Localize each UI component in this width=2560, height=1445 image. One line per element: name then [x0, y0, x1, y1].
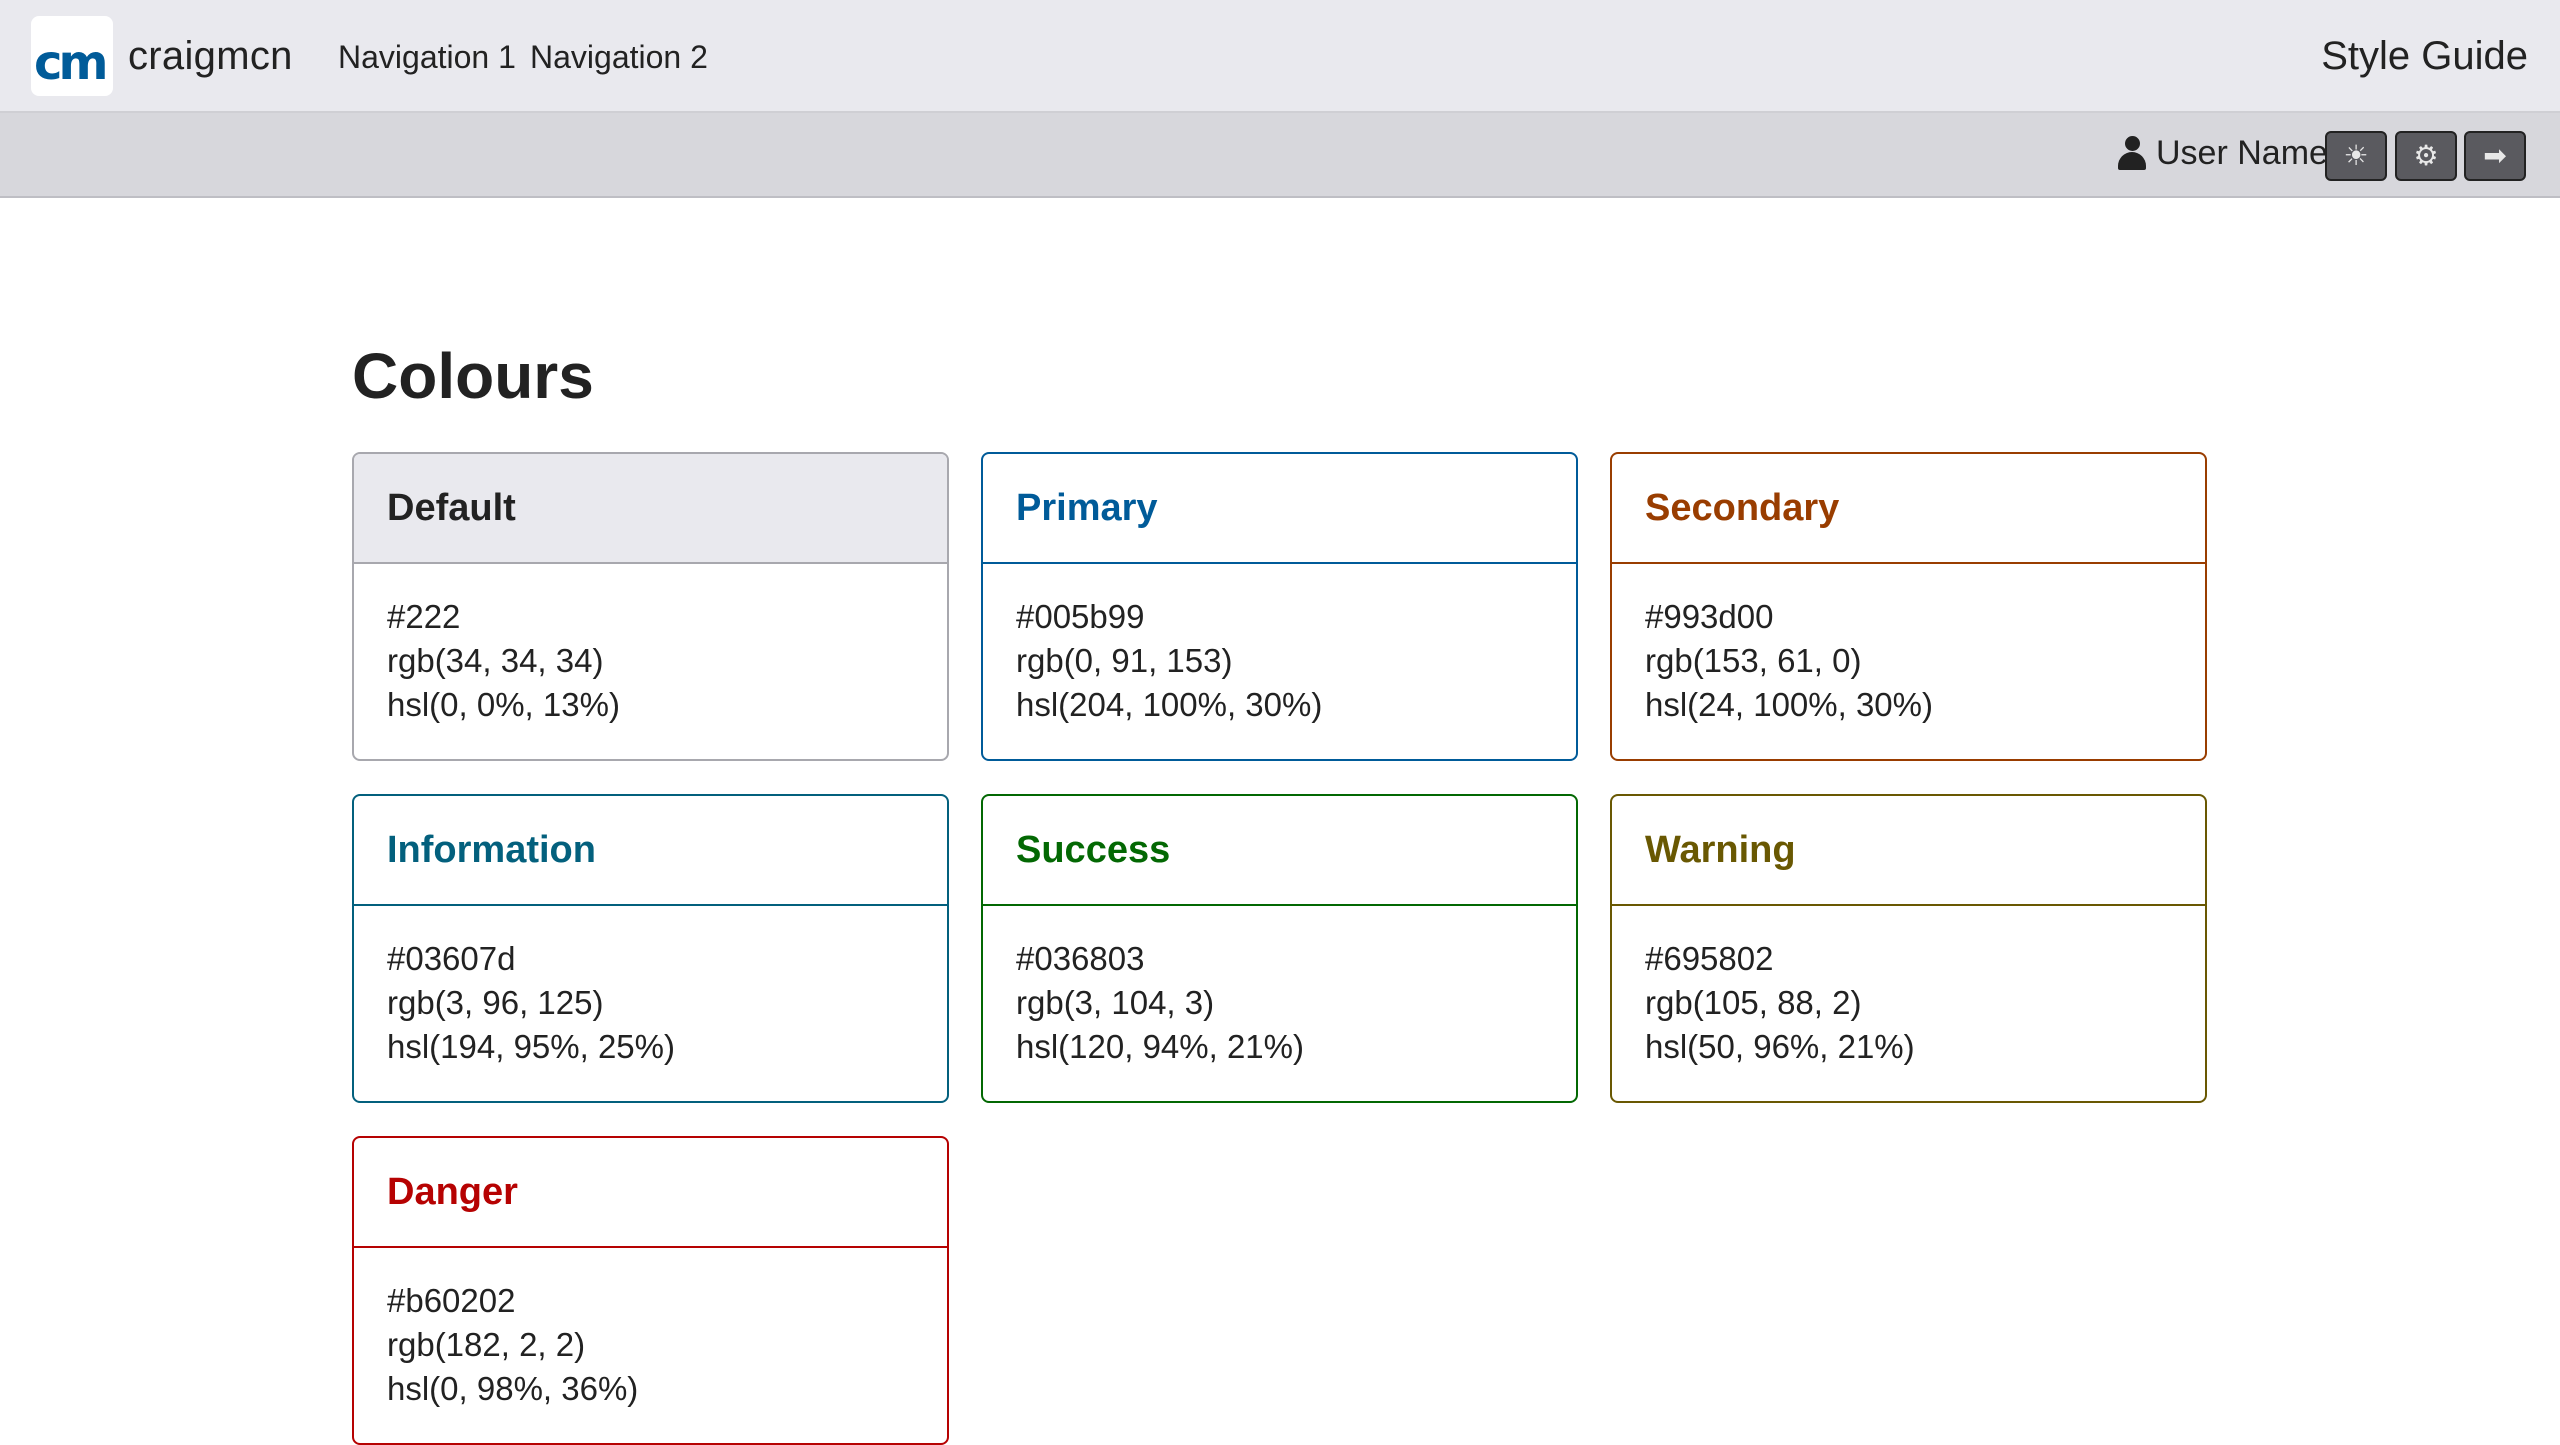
- logo[interactable]: cm: [31, 16, 113, 96]
- rgb-value: rgb(3, 96, 125): [387, 984, 604, 1021]
- card-body: #005b99 rgb(0, 91, 153) hsl(204, 100%, 3…: [983, 564, 1576, 727]
- user-icon: [2118, 136, 2146, 170]
- nav-link-1[interactable]: Navigation 1: [338, 39, 516, 75]
- top-header: cm craigmcn Navigation 1 Navigation 2 St…: [0, 0, 2560, 113]
- card-header: Warning: [1612, 796, 2205, 906]
- card-header: Secondary: [1612, 454, 2205, 564]
- hex-value: #993d00: [1645, 598, 1774, 635]
- nav-link-2[interactable]: Navigation 2: [530, 39, 708, 75]
- color-card-warning: Warning #695802 rgb(105, 88, 2) hsl(50, …: [1610, 794, 2207, 1103]
- color-card-information: Information #03607d rgb(3, 96, 125) hsl(…: [352, 794, 949, 1103]
- page-title: Colours: [352, 340, 594, 412]
- color-card-danger: Danger #b60202 rgb(182, 2, 2) hsl(0, 98%…: [352, 1136, 949, 1445]
- hsl-value: hsl(24, 100%, 30%): [1645, 686, 1933, 723]
- color-card-default: Default #222 rgb(34, 34, 34) hsl(0, 0%, …: [352, 452, 949, 761]
- hsl-value: hsl(0, 98%, 36%): [387, 1370, 639, 1407]
- card-body: #b60202 rgb(182, 2, 2) hsl(0, 98%, 36%): [354, 1248, 947, 1411]
- sun-icon: ☀: [2343, 139, 2369, 172]
- rgb-value: rgb(34, 34, 34): [387, 642, 604, 679]
- card-header: Information: [354, 796, 947, 906]
- hex-value: #036803: [1016, 940, 1145, 977]
- user-bar: User Name ☀ ⚙ ➡: [0, 113, 2560, 198]
- sign-out-icon: ➡: [2483, 139, 2507, 172]
- theme-toggle-button[interactable]: ☀: [2325, 131, 2387, 181]
- color-card-secondary: Secondary #993d00 rgb(153, 61, 0) hsl(24…: [1610, 452, 2207, 761]
- rgb-value: rgb(0, 91, 153): [1016, 642, 1233, 679]
- hex-value: #005b99: [1016, 598, 1145, 635]
- card-title: Primary: [1016, 487, 1158, 529]
- hsl-value: hsl(194, 95%, 25%): [387, 1028, 675, 1065]
- hsl-value: hsl(50, 96%, 21%): [1645, 1028, 1915, 1065]
- hex-value: #222: [387, 598, 461, 635]
- user-name: User Name: [2156, 134, 2328, 172]
- card-body: #036803 rgb(3, 104, 3) hsl(120, 94%, 21%…: [983, 906, 1576, 1069]
- hsl-value: hsl(0, 0%, 13%): [387, 686, 620, 723]
- logo-text: cm: [34, 35, 108, 91]
- rgb-value: rgb(153, 61, 0): [1645, 642, 1862, 679]
- card-header: Default: [354, 454, 947, 564]
- card-title: Warning: [1645, 829, 1796, 871]
- card-title: Danger: [387, 1171, 518, 1213]
- color-card-primary: Primary #005b99 rgb(0, 91, 153) hsl(204,…: [981, 452, 1578, 761]
- app-title: Style Guide: [2321, 34, 2528, 78]
- color-card-success: Success #036803 rgb(3, 104, 3) hsl(120, …: [981, 794, 1578, 1103]
- hsl-value: hsl(120, 94%, 21%): [1016, 1028, 1304, 1065]
- card-title: Success: [1016, 829, 1171, 871]
- card-body: #695802 rgb(105, 88, 2) hsl(50, 96%, 21%…: [1612, 906, 2205, 1069]
- card-body: #222 rgb(34, 34, 34) hsl(0, 0%, 13%): [354, 564, 947, 727]
- hex-value: #695802: [1645, 940, 1774, 977]
- settings-button[interactable]: ⚙: [2395, 131, 2457, 181]
- logout-button[interactable]: ➡: [2464, 131, 2526, 181]
- card-title: Default: [387, 487, 516, 529]
- card-header: Primary: [983, 454, 1576, 564]
- card-body: #03607d rgb(3, 96, 125) hsl(194, 95%, 25…: [354, 906, 947, 1069]
- rgb-value: rgb(3, 104, 3): [1016, 984, 1215, 1021]
- card-header: Danger: [354, 1138, 947, 1248]
- rgb-value: rgb(105, 88, 2): [1645, 984, 1862, 1021]
- hex-value: #b60202: [387, 1282, 516, 1319]
- card-body: #993d00 rgb(153, 61, 0) hsl(24, 100%, 30…: [1612, 564, 2205, 727]
- hex-value: #03607d: [387, 940, 516, 977]
- hsl-value: hsl(204, 100%, 30%): [1016, 686, 1323, 723]
- rgb-value: rgb(182, 2, 2): [387, 1326, 586, 1363]
- brand-name[interactable]: craigmcn: [128, 34, 293, 78]
- card-title: Information: [387, 829, 596, 871]
- card-header: Success: [983, 796, 1576, 906]
- card-title: Secondary: [1645, 487, 1840, 529]
- gear-icon: ⚙: [2413, 139, 2439, 172]
